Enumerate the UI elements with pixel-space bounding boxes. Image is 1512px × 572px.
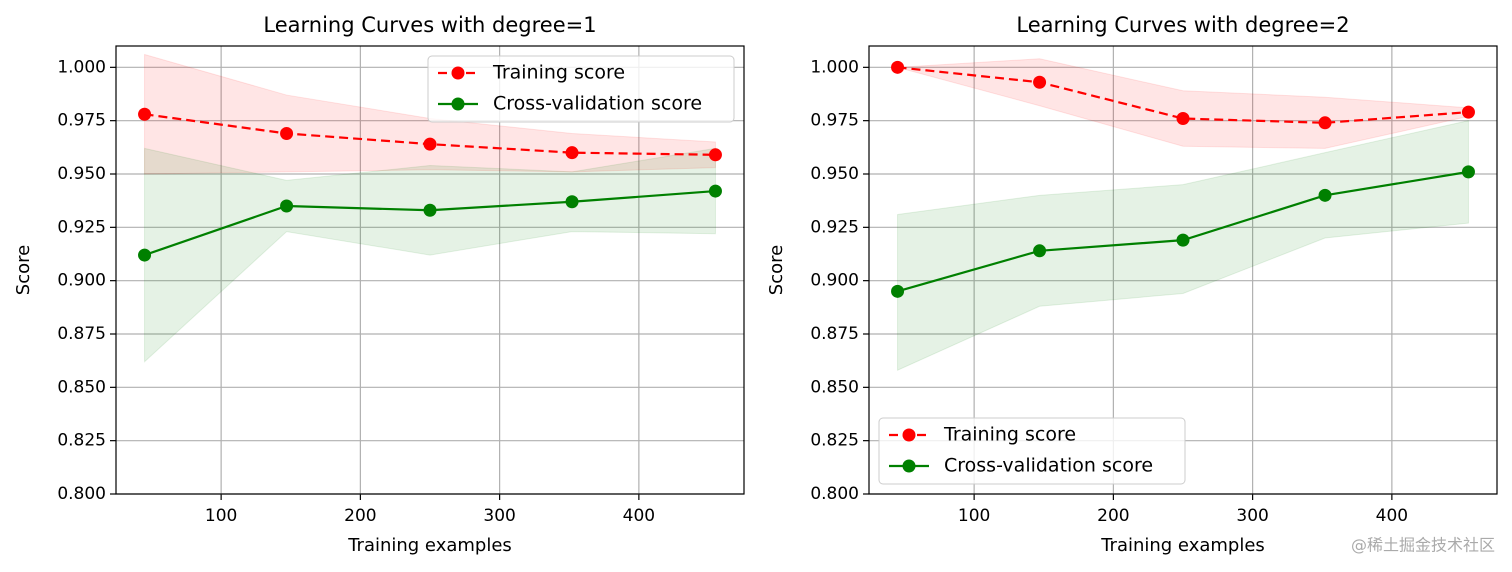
point bbox=[280, 199, 294, 213]
y-tick-label: 0.800 bbox=[810, 484, 859, 504]
y-tick-label: 0.975 bbox=[810, 111, 859, 131]
y-tick-label: 0.850 bbox=[810, 377, 859, 397]
x-tick-label: 100 bbox=[958, 506, 990, 526]
point bbox=[1033, 244, 1047, 258]
chart-title: Learning Curves with degree=1 bbox=[263, 13, 596, 37]
legend-label: Training score bbox=[943, 424, 1076, 446]
point bbox=[423, 137, 437, 151]
y-tick-label: 0.875 bbox=[810, 324, 859, 344]
legend-marker bbox=[902, 459, 916, 473]
point bbox=[708, 184, 722, 198]
point bbox=[280, 126, 294, 140]
y-tick-label: 0.875 bbox=[57, 324, 106, 344]
y-tick-label: 0.825 bbox=[57, 431, 106, 451]
watermark: @稀土掘金技术社区 bbox=[1351, 536, 1495, 555]
plot-frame bbox=[115, 45, 745, 495]
x-axis-label: Training examples bbox=[347, 535, 512, 556]
point bbox=[1318, 188, 1332, 202]
std-band bbox=[144, 53, 716, 175]
point bbox=[1318, 116, 1332, 130]
y-tick-label: 1.000 bbox=[57, 57, 106, 77]
legend-marker bbox=[451, 97, 465, 111]
series-line bbox=[897, 66, 1469, 124]
y-tick-label: 0.800 bbox=[57, 484, 106, 504]
y-tick-label: 0.925 bbox=[810, 217, 859, 237]
y-tick-label: 0.900 bbox=[57, 271, 106, 291]
legend-marker bbox=[902, 428, 916, 442]
x-axis-label: Training examples bbox=[1100, 535, 1265, 556]
std-band bbox=[144, 147, 716, 363]
legend-box bbox=[427, 55, 735, 123]
x-tick-label: 300 bbox=[483, 506, 515, 526]
x-tick-label: 100 bbox=[205, 506, 237, 526]
plot-frame bbox=[868, 45, 1498, 495]
y-axis-label: Score bbox=[13, 245, 34, 295]
y-tick-label: 0.825 bbox=[810, 431, 859, 451]
point bbox=[1176, 112, 1190, 126]
point bbox=[1176, 233, 1190, 247]
x-tick-label: 200 bbox=[344, 506, 376, 526]
x-tick-label: 400 bbox=[623, 506, 655, 526]
y-axis-label: Score bbox=[766, 245, 787, 295]
point bbox=[565, 146, 579, 160]
legend-marker bbox=[451, 66, 465, 80]
point bbox=[423, 203, 437, 217]
legend-box bbox=[878, 417, 1186, 485]
point bbox=[1461, 165, 1475, 179]
point bbox=[1461, 105, 1475, 119]
legend-label: Cross-validation score bbox=[944, 455, 1153, 477]
chart-title: Learning Curves with degree=2 bbox=[1016, 13, 1349, 37]
legend-label: Training score bbox=[492, 62, 625, 84]
point bbox=[138, 248, 152, 262]
y-tick-label: 1.000 bbox=[810, 57, 859, 77]
point bbox=[1033, 75, 1047, 89]
std-band bbox=[897, 58, 1469, 149]
point bbox=[708, 148, 722, 162]
legend-label: Cross-validation score bbox=[493, 93, 702, 115]
y-tick-label: 0.975 bbox=[57, 111, 106, 131]
y-tick-label: 0.900 bbox=[810, 271, 859, 291]
point bbox=[891, 60, 905, 74]
y-tick-label: 0.850 bbox=[57, 377, 106, 397]
point bbox=[565, 195, 579, 209]
point bbox=[138, 107, 152, 121]
point bbox=[891, 284, 905, 298]
x-tick-label: 400 bbox=[1376, 506, 1408, 526]
y-tick-label: 0.950 bbox=[810, 164, 859, 184]
x-tick-label: 300 bbox=[1236, 506, 1268, 526]
y-tick-label: 0.950 bbox=[57, 164, 106, 184]
x-tick-label: 200 bbox=[1097, 506, 1129, 526]
y-tick-label: 0.925 bbox=[57, 217, 106, 237]
